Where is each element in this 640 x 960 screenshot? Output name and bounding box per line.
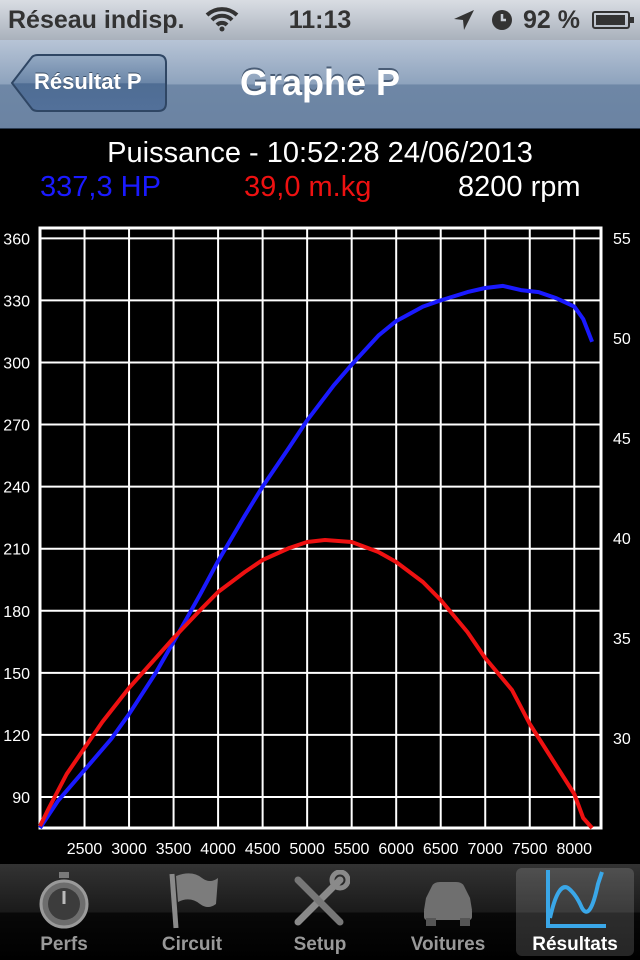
page-title: Graphe P — [239, 62, 401, 103]
chart-header-title: Puissance - 10:52:28 24/06/2013 — [107, 137, 533, 169]
power-series-line — [38, 283, 594, 830]
back-button[interactable]: Résultat P — [10, 54, 167, 112]
x-tick-label: 4000 — [200, 841, 236, 858]
tab-label: Résultats — [532, 934, 618, 955]
x-tick-label: 7500 — [512, 841, 548, 858]
tab-label: Circuit — [161, 934, 223, 955]
y-left-tick-label: 150 — [3, 666, 30, 683]
x-tick-label: 6000 — [378, 841, 414, 858]
clock: 11:13 — [288, 6, 352, 34]
y-right-tick-label: 55 — [613, 231, 631, 248]
x-tick-label: 4500 — [245, 841, 281, 858]
back-button-label: Résultat P — [34, 69, 142, 94]
y-left-tick-label: 330 — [3, 293, 30, 310]
checkered-flag-icon — [162, 870, 222, 930]
carrier-label: Réseau indisp. — [8, 6, 185, 34]
y-left-tick-label: 300 — [3, 355, 30, 372]
stopwatch-icon — [34, 870, 94, 930]
tab-label: Voitures — [410, 934, 486, 955]
y-right-tick-label: 45 — [613, 431, 631, 448]
y-left-tick-label: 360 — [3, 231, 30, 248]
power-torque-chart[interactable]: 2500 3000 3500 4000 4500 5000 5500 6000 6500 7000… — [0, 210, 640, 864]
plot-frame — [38, 226, 603, 830]
x-tick-label: 8000 — [556, 841, 592, 858]
y-left-tick-label: 90 — [12, 790, 30, 807]
y-left-tick-label: 180 — [3, 604, 30, 621]
y-right-tick-label: 35 — [613, 631, 631, 648]
y-right-tick-label: 30 — [613, 731, 631, 748]
y-left-tick-label: 210 — [3, 542, 30, 559]
wrench-screwdriver-icon — [290, 869, 351, 930]
y-right-tick-label: 40 — [613, 531, 631, 548]
y-left-tick-label: 240 — [3, 480, 30, 497]
tab-label: Perfs — [40, 934, 88, 955]
rotation-lock-icon — [490, 8, 514, 39]
car-icon — [418, 870, 478, 930]
tab-circuit[interactable]: Circuit — [128, 864, 256, 960]
tab-setup[interactable]: Setup — [256, 864, 384, 960]
tab-bar: Perfs Circuit Setup — [0, 864, 640, 960]
x-tick-label: 2500 — [67, 841, 103, 858]
y-left-tick-label: 120 — [3, 728, 30, 745]
x-tick-label: 5000 — [289, 841, 325, 858]
torque-value: 39,0 m.kg — [244, 171, 372, 203]
battery-icon — [592, 11, 634, 29]
torque-series-line — [38, 538, 594, 830]
power-value: 337,3 HP — [40, 171, 161, 203]
x-tick-label: 3500 — [156, 841, 192, 858]
wifi-icon — [205, 6, 239, 39]
navigation-bar: Résultat P Graphe P — [0, 40, 640, 129]
tab-label: Setup — [293, 934, 347, 955]
y-right-tick-label: 50 — [613, 331, 631, 348]
y-left-tick-label: 270 — [3, 418, 30, 435]
location-arrow-icon — [452, 8, 476, 39]
battery-percentage: 92 % — [523, 6, 580, 34]
rpm-value: 8200 rpm — [458, 171, 581, 203]
x-tick-label: 6500 — [423, 841, 459, 858]
x-tick-label: 3000 — [111, 841, 147, 858]
x-tick-label: 5500 — [334, 841, 370, 858]
tab-voitures[interactable]: Voitures — [384, 864, 512, 960]
status-bar: Réseau indisp. 11:13 92 % — [0, 0, 640, 40]
tab-perfs[interactable]: Perfs — [0, 864, 128, 960]
x-tick-label: 7000 — [467, 841, 503, 858]
graph-icon — [542, 868, 606, 928]
tab-resultats[interactable]: Résultats — [516, 868, 634, 956]
